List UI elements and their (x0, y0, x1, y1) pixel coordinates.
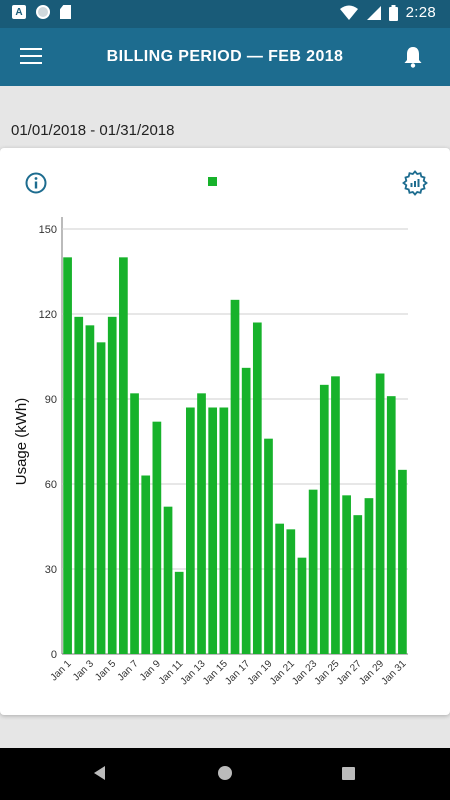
a-badge-icon: A (12, 5, 26, 19)
bar (85, 325, 95, 654)
bar (96, 342, 106, 654)
bar (107, 316, 117, 654)
bar (174, 571, 184, 654)
bar (331, 376, 340, 654)
y-tick-label: 60 (45, 479, 57, 491)
y-tick-label: 90 (45, 394, 57, 406)
status-left-icons: A (12, 5, 71, 19)
hamburger-menu-icon[interactable] (20, 48, 42, 66)
bar (353, 515, 363, 654)
status-right-icons: 2:28 (339, 4, 436, 21)
bar (74, 316, 84, 654)
bar (163, 506, 173, 654)
bar (230, 299, 240, 654)
bell-icon[interactable] (402, 45, 424, 69)
billing-range: 01/01/2018 - 01/31/2018 (11, 122, 175, 139)
wifi-icon (339, 5, 358, 20)
x-tick-label: Jan 3 (71, 658, 96, 683)
bar (208, 407, 218, 654)
y-tick-label: 120 (39, 309, 57, 321)
info-icon[interactable] (25, 172, 47, 194)
chart-settings-icon[interactable] (402, 170, 428, 196)
x-tick-label: Jan 1 (49, 658, 74, 683)
bar (286, 529, 296, 654)
bar (308, 489, 318, 654)
sd-card-icon (60, 5, 71, 19)
bar (130, 393, 139, 654)
y-tick-label: 150 (39, 224, 57, 236)
status-bar: A 2:28 (0, 0, 450, 28)
system-nav-bar (0, 748, 450, 800)
bar (241, 367, 251, 654)
page-title: BILLING PERIOD — FEB 2018 (106, 48, 344, 65)
bar (152, 421, 162, 654)
bar (375, 373, 385, 654)
bar (264, 438, 273, 654)
bar (119, 257, 128, 654)
bar (63, 257, 72, 654)
legend-swatch (208, 177, 217, 186)
home-circle-icon[interactable] (218, 766, 232, 780)
bar (141, 475, 151, 654)
bar (386, 396, 396, 654)
bar (319, 384, 329, 654)
y-axis-label: Usage (kWh) (13, 398, 30, 486)
battery-icon (388, 4, 398, 21)
bar (297, 557, 307, 654)
status-time: 2:28 (405, 4, 436, 21)
y-tick-label: 0 (51, 649, 57, 661)
x-tick-label: Jan 31 (380, 658, 409, 687)
bar (342, 495, 351, 654)
back-triangle-icon[interactable] (94, 766, 105, 780)
bar (252, 322, 262, 654)
bar (398, 469, 407, 654)
bar (197, 393, 206, 654)
bar (275, 523, 284, 654)
y-tick-label: 30 (45, 564, 57, 576)
recent-apps-square-icon[interactable] (342, 767, 355, 780)
bar (219, 407, 229, 654)
x-tick-label: Jan 5 (93, 658, 118, 683)
bar (364, 498, 374, 654)
usage-card: 0 30 60 90 120 150 Jan 1 Jan 3 Jan 5 Jan 7 Jan 9 Ja… (0, 148, 450, 715)
bar (186, 407, 195, 654)
x-tick-label: Jan 7 (116, 658, 141, 683)
app-bar: BILLING PERIOD — FEB 2018 (0, 28, 450, 86)
cellular-icon (366, 5, 381, 20)
circle-app-icon (36, 5, 50, 19)
